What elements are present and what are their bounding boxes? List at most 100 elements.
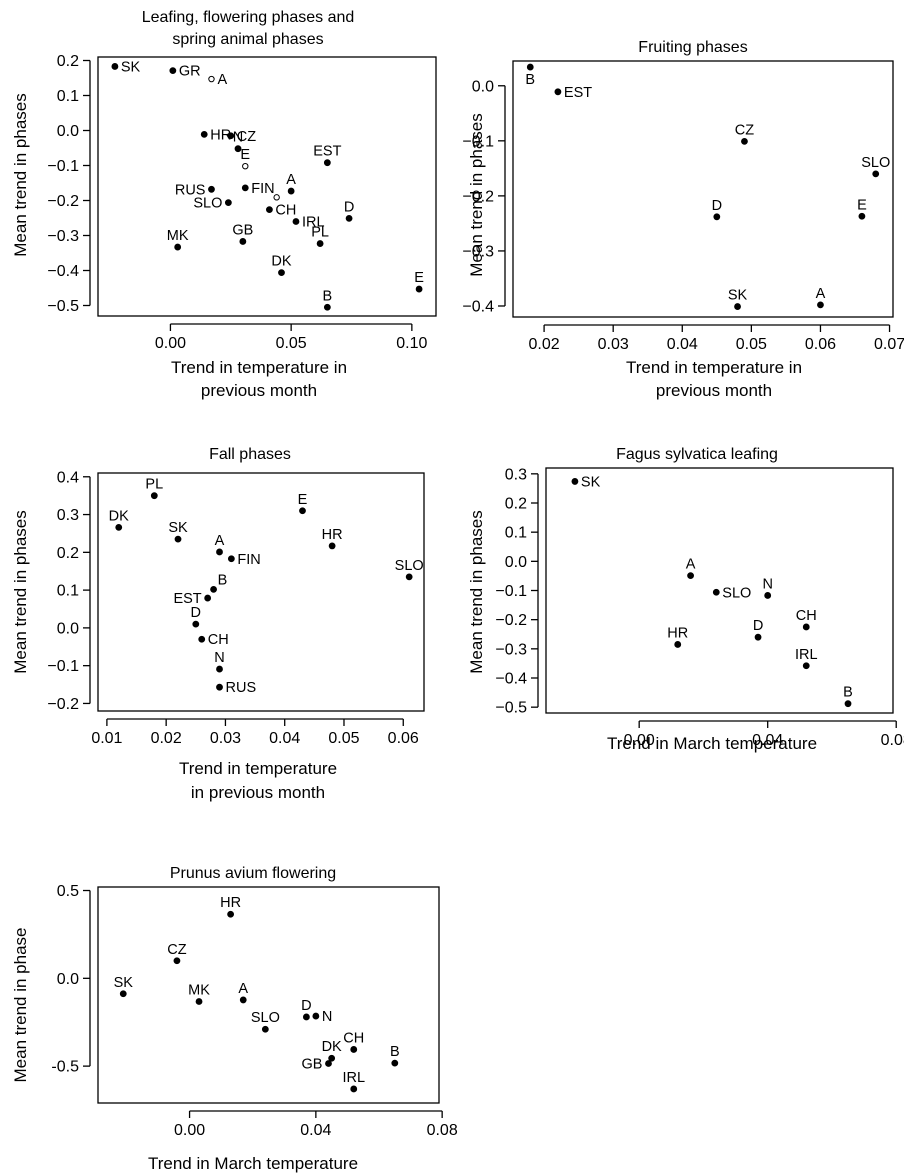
point-label: EST (313, 144, 341, 160)
point-label: B (323, 288, 333, 304)
data-point (239, 238, 247, 245)
data-point (195, 998, 203, 1005)
data-point (325, 1060, 332, 1067)
y-tick-label: 0.0 (57, 971, 79, 988)
panel-fall: Fall phases Mean trend in phases Trend i… (11, 446, 425, 802)
data-point (204, 594, 212, 602)
data-point (734, 303, 741, 310)
data-point (227, 910, 235, 918)
data-point (292, 218, 300, 225)
point-label: HR (220, 895, 241, 911)
data-point (210, 585, 217, 593)
data-point (174, 535, 182, 543)
x-tick-label: 0.08 (427, 1122, 458, 1139)
y-axis-label: Mean trend in phases (467, 113, 486, 277)
data-point (273, 194, 280, 201)
data-point (415, 285, 423, 293)
point-label: A (286, 172, 296, 188)
point-label: SK (114, 975, 134, 991)
y-tick-label: −0.4 (462, 298, 494, 315)
y-tick-label: 0.4 (57, 469, 79, 486)
plot-area: 0.00 0.05 0.10 0.2 0.1 0.0 −0.1 −0.2 −0.3 −0.4 −0.… (47, 53, 437, 352)
data-point (192, 620, 200, 628)
point-label: DK (271, 254, 291, 270)
y-tick-label: -0.5 (51, 1059, 79, 1076)
data-point (328, 542, 336, 550)
data-point (712, 588, 720, 596)
x-tick-label: 0.00 (174, 1122, 205, 1139)
data-point (261, 1025, 269, 1033)
point-label: A (215, 533, 225, 549)
y-tick-label: −0.4 (47, 263, 79, 280)
point-label: RUS (226, 680, 257, 696)
y-tick-label: 0.2 (57, 545, 79, 562)
x-tick-label: 0.01 (91, 730, 122, 747)
data-point (350, 1085, 358, 1093)
point-label: PL (145, 477, 163, 493)
point-label: CH (275, 203, 296, 219)
y-tick-label: −0.4 (495, 671, 527, 688)
data-point (571, 478, 579, 485)
y-tick-label: 0.5 (57, 883, 79, 900)
point-label: D (191, 605, 201, 621)
point-label: SK (121, 59, 141, 75)
x-tick-label: 0.02 (151, 730, 182, 747)
data-point (323, 303, 331, 311)
point-label: IRL (342, 1070, 365, 1086)
data-point (764, 592, 772, 599)
data-point (150, 492, 158, 500)
data-point (299, 507, 306, 515)
point-label: DK (322, 1039, 342, 1055)
data-point (858, 212, 866, 220)
x-tick-label: 0.06 (805, 336, 836, 353)
x-axis-label: Trend in March temperature (148, 1154, 358, 1173)
point-label: D (301, 998, 311, 1014)
x-tick-label: 0.04 (269, 730, 300, 747)
y-axis-label: Mean trend in phases (11, 93, 30, 257)
y-tick-label: −0.1 (462, 133, 494, 150)
point-label: A (816, 286, 826, 302)
point-label: CZ (735, 122, 754, 138)
point-label: CH (208, 632, 229, 648)
y-tick-label: 0.0 (505, 554, 527, 571)
y-axis-label: Mean trend in phases (467, 510, 486, 674)
plot-area: 0.01 0.02 0.03 0.04 0.05 0.06 0.4 0.3 0.2 0.1 0.0 −… (47, 469, 425, 747)
x-tick-label: 0.06 (388, 730, 419, 747)
y-tick-label: −0.2 (47, 696, 79, 713)
point-label: MK (188, 982, 210, 998)
point-label: DK (109, 508, 129, 524)
point-label: EST (564, 85, 592, 101)
point-label: D (753, 618, 763, 634)
point-label: CH (343, 1030, 364, 1046)
x-tick-label: 0.00 (155, 335, 186, 352)
point-label: PL (311, 225, 329, 241)
point-label: GB (302, 1056, 323, 1072)
point-label: D (712, 198, 722, 214)
y-tick-label: −0.3 (462, 243, 494, 260)
data-point (802, 623, 810, 631)
data-point (227, 132, 235, 140)
point-label: A (686, 557, 696, 573)
x-axis-label: Trend in March temperature (607, 734, 817, 753)
point-label: CH (796, 608, 817, 624)
data-point (302, 1013, 310, 1021)
y-tick-label: −0.2 (495, 612, 527, 629)
data-point (239, 996, 247, 1004)
y-axis-label: Mean trend in phase (11, 928, 30, 1083)
chart-title: Fagus sylvatica leafing (616, 446, 778, 463)
point-label: MK (167, 228, 189, 244)
plot-frame (97, 56, 437, 317)
panel-prunus-avium: Prunus avium flowering Mean trend in pha… (11, 865, 458, 1173)
point-label: E (857, 197, 867, 213)
plot-area: 0.02 0.03 0.04 0.05 0.06 0.07 0.0 −0.1 −0.2 −0.3 −… (462, 60, 904, 353)
point-label: B (843, 685, 853, 701)
x-tick-label: 0.00 (624, 732, 655, 749)
point-label: N (233, 130, 243, 146)
point-label: IRL (302, 215, 325, 231)
x-axis-label-line: Trend in temperature in (626, 358, 802, 377)
y-tick-label: 0.3 (57, 507, 79, 524)
x-tick-label: 0.04 (752, 732, 783, 749)
data-point (119, 990, 127, 998)
point-label: SK (168, 520, 188, 536)
point-label: FIN (237, 552, 260, 568)
